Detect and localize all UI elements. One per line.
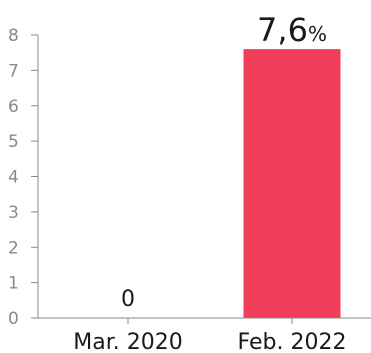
y-tick-label: 7 — [8, 61, 19, 81]
data-label-value: 7,6 — [257, 11, 308, 49]
y-tick-label: 2 — [8, 238, 19, 258]
x-tick-label: Feb. 2022 — [238, 330, 347, 353]
data-label-unit: % — [308, 22, 327, 46]
y-tick-label: 4 — [8, 168, 19, 188]
data-label: 0 — [121, 287, 135, 312]
y-tick-label: 1 — [8, 274, 19, 294]
y-tick-label: 5 — [8, 132, 19, 152]
y-tick-label: 3 — [8, 203, 19, 223]
value-labels: 0 7,6% — [121, 11, 327, 312]
data-label: 7,6% — [257, 11, 327, 49]
y-tick-label: 0 — [8, 309, 19, 329]
x-tick-label: Mar. 2020 — [73, 330, 182, 353]
y-axis: 0 1 2 3 4 5 6 7 8 — [8, 26, 39, 329]
bar — [243, 49, 341, 319]
x-axis: Mar. 2020 Feb. 2022 — [38, 317, 371, 353]
y-tick-label: 8 — [8, 26, 19, 46]
y-tick-label: 6 — [8, 97, 19, 117]
bars — [243, 49, 341, 319]
